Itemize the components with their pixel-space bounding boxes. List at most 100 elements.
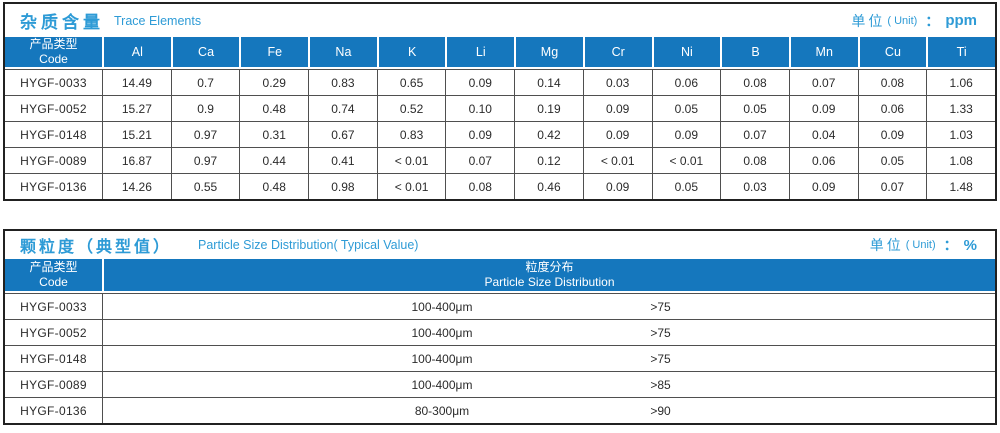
size-range: 100-400μm [411,351,473,366]
column-header-b: B [720,37,789,69]
value-cell-fe: 0.31 [239,121,309,147]
distribution-cell: 80-300μm >90 [102,397,995,423]
unit-label-zh: 单位 [869,237,904,253]
value-cell-mg: 0.42 [514,121,583,147]
value-cell-al: 14.49 [102,69,171,95]
value-cell-al: 16.87 [102,147,171,173]
value-cell-mg: 0.12 [514,147,583,173]
value-cell-mn: 0.07 [788,69,858,95]
value-cell-cr: 0.09 [582,95,652,121]
column-header-al: Al [102,37,171,69]
value-cell-na: 0.74 [308,95,377,121]
value-cell-k: < 0.01 [376,147,446,173]
value-cell-mg: 0.14 [514,69,583,95]
column-header-fe: Fe [239,37,309,69]
value-cell-fe: 0.48 [239,95,309,121]
table-row: HYGF-0089 100-400μm >85 [5,371,995,397]
value-cell-fe: 0.48 [239,173,309,199]
value-cell-li: 0.08 [445,173,515,199]
value-cell-li: 0.10 [445,95,515,121]
distribution-header-en: Particle Size Distribution [484,275,615,289]
distribution-cell: 100-400μm >85 [102,371,995,397]
value-cell-ti: 1.03 [926,121,995,147]
column-header-code: 产品类型 Code [5,259,103,293]
value-cell-mn: 0.04 [788,121,858,147]
value-cell-cr: 0.09 [582,173,652,199]
value-cell-cu: 0.09 [857,121,927,147]
value-cell-ti: 1.06 [926,69,995,95]
row-code: HYGF-0033 [5,293,103,319]
size-percent: >75 [650,351,671,366]
value-cell-na: 0.83 [308,69,377,95]
value-cell-b: 0.07 [720,121,789,147]
value-cell-na: 0.98 [308,173,377,199]
value-cell-k: 0.83 [376,121,446,147]
value-cell-li: 0.09 [445,69,515,95]
unit-value-percent: % [963,236,977,254]
code-header-zh: 产品类型 [29,37,78,51]
column-header-ni: Ni [651,37,721,69]
value-cell-mn: 0.09 [788,173,858,199]
distribution-cell: 100-400μm >75 [102,293,995,319]
value-cell-ca: 0.9 [170,95,240,121]
row-code: HYGF-0052 [5,319,103,345]
row-code: HYGF-0136 [5,397,103,423]
value-cell-b: 0.08 [720,147,789,173]
distribution-cell: 100-400μm >75 [102,345,995,371]
row-code: HYGF-0089 [5,371,103,397]
value-cell-b: 0.08 [720,69,789,95]
value-cell-li: 0.09 [445,121,515,147]
row-code: HYGF-0148 [5,345,103,371]
row-code: HYGF-0148 [5,121,103,147]
particle-size-unit: 单位 ( Unit) ： % [870,235,977,255]
column-header-mg: Mg [514,37,583,69]
table-row: HYGF-0148 15.21 0.97 0.31 0.67 0.83 0.09 0.42 0.… [5,121,995,147]
column-header-ca: Ca [170,37,240,69]
value-cell-ni: 0.05 [651,173,721,199]
column-header-k: K [376,37,446,69]
trace-elements-table: 产品类型 Code Al Ca Fe Na K Li Mg Cr Ni B Mn Cu Ti HYGF-… [5,37,995,199]
value-cell-ni: 0.09 [651,121,721,147]
value-cell-li: 0.07 [445,147,515,173]
unit-colon: ： [943,237,958,253]
row-code: HYGF-0052 [5,95,103,121]
size-range: 100-400μm [411,377,473,392]
table-row: HYGF-0052 100-400μm >75 [5,319,995,345]
value-cell-na: 0.67 [308,121,377,147]
particle-size-table: 产品类型 Code 粒度分布 Particle Size Distributio… [5,259,995,423]
trace-header-row: 产品类型 Code Al Ca Fe Na K Li Mg Cr Ni B Mn Cu Ti [5,37,995,69]
value-cell-k: 0.65 [376,69,446,95]
value-cell-cu: 0.06 [857,95,927,121]
size-percent: >85 [650,377,671,392]
size-percent: >75 [650,299,671,314]
value-cell-cr: < 0.01 [582,147,652,173]
row-code: HYGF-0089 [5,147,103,173]
trace-elements-section: 杂质含量 Trace Elements 单位 ( Unit) ： ppm 产品类… [3,2,997,201]
value-cell-ca: 0.97 [170,121,240,147]
value-cell-al: 14.26 [102,173,171,199]
column-header-distribution: 粒度分布 Particle Size Distribution [102,259,995,293]
value-cell-cu: 0.08 [857,69,927,95]
column-header-cu: Cu [857,37,927,69]
column-header-na: Na [308,37,377,69]
column-header-li: Li [445,37,515,69]
value-cell-k: 0.52 [376,95,446,121]
size-range: 100-400μm [411,299,473,314]
particle-size-title-en: Particle Size Distribution( Typical Valu… [198,238,419,252]
table-row: HYGF-0089 16.87 0.97 0.44 0.41 < 0.01 0.07 0.12… [5,147,995,173]
unit-colon: ： [925,12,940,29]
trace-elements-title-row: 杂质含量 Trace Elements 单位 ( Unit) ： ppm [5,4,995,37]
table-row: HYGF-0148 100-400μm >75 [5,345,995,371]
value-cell-ni: 0.05 [651,95,721,121]
unit-label-en: ( Unit) [905,239,936,251]
value-cell-mg: 0.19 [514,95,583,121]
size-range: 100-400μm [411,325,473,340]
column-header-cr: Cr [582,37,652,69]
value-cell-cu: 0.07 [857,173,927,199]
value-cell-mn: 0.09 [788,95,858,121]
code-header-en: Code [39,275,68,289]
value-cell-ca: 0.7 [170,69,240,95]
particle-size-section: 颗粒度（典型值） Particle Size Distribution( Typ… [3,229,997,425]
value-cell-cr: 0.09 [582,121,652,147]
value-cell-al: 15.21 [102,121,171,147]
